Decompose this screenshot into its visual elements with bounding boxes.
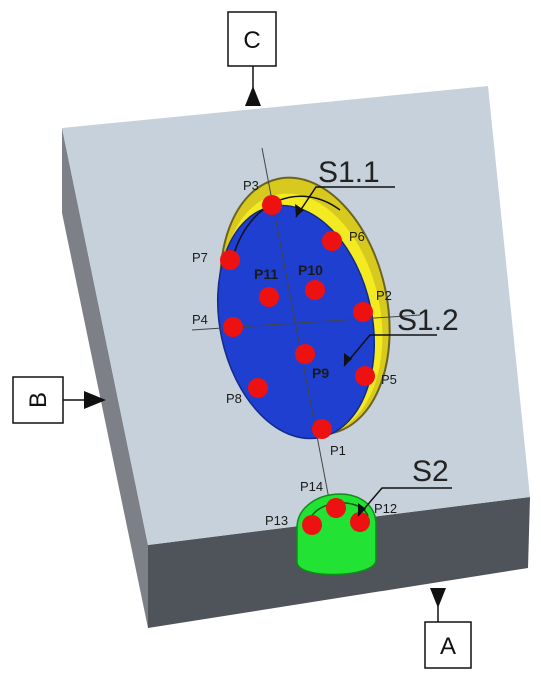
- datum-a-triangle: [430, 588, 446, 608]
- point-p7: [220, 250, 240, 270]
- point-label-p11: P11: [254, 266, 278, 282]
- datum-a: A: [425, 588, 471, 668]
- point-label-p9: P9: [312, 365, 329, 381]
- surface-label-s11: S1.1: [318, 156, 380, 189]
- datum-a-label: A: [440, 633, 456, 660]
- datum-c-label: C: [243, 27, 260, 54]
- point-label-p10: P10: [298, 262, 323, 278]
- point-label-p2: P2: [376, 288, 392, 303]
- point-p9: [295, 344, 315, 364]
- point-label-p12: P12: [374, 501, 397, 516]
- point-label-p1: P1: [330, 443, 346, 458]
- point-p8: [248, 378, 268, 398]
- datum-c-triangle: [245, 86, 261, 106]
- point-label-p4: P4: [192, 312, 208, 327]
- point-p12: [350, 512, 370, 532]
- point-p14: [326, 498, 346, 518]
- point-p4: [223, 317, 243, 337]
- point-label-p13: P13: [265, 513, 288, 528]
- point-label-p8: P8: [226, 391, 242, 406]
- datum-c: C: [228, 12, 276, 106]
- point-p2: [353, 302, 373, 322]
- point-p13: [302, 515, 322, 535]
- datum-b: B: [13, 377, 106, 423]
- point-label-p3: P3: [243, 178, 259, 193]
- point-label-p5: P5: [381, 372, 397, 387]
- point-label-p14: P14: [300, 479, 323, 494]
- point-p5: [355, 366, 375, 386]
- point-label-p7: P7: [192, 250, 208, 265]
- point-p6: [322, 231, 342, 251]
- point-p10: [305, 280, 325, 300]
- point-p1: [312, 419, 332, 439]
- surface-label-s2: S2: [412, 455, 449, 488]
- point-p11: [259, 287, 279, 307]
- datum-b-label: B: [25, 392, 52, 408]
- surface-label-s12: S1.2: [397, 304, 459, 337]
- point-label-p6: P6: [349, 229, 365, 244]
- point-p3: [262, 195, 282, 215]
